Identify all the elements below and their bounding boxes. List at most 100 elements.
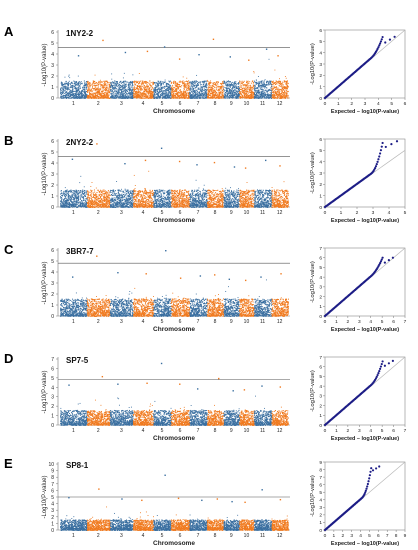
snp-point: [81, 97, 83, 99]
peak-point: [146, 50, 149, 53]
snp-point: [210, 93, 212, 95]
snp-point: [166, 82, 167, 84]
snp-point: [137, 86, 139, 88]
snp-point: [246, 83, 248, 85]
snp-point: [206, 95, 208, 97]
snp-point: [183, 87, 185, 89]
snp-point: [92, 81, 94, 83]
snp-point: [234, 95, 236, 97]
snp-point: [80, 96, 82, 98]
snp-point: [281, 97, 283, 99]
snp-point: [222, 88, 224, 90]
snp-point: [103, 90, 105, 92]
snp-point: [95, 92, 97, 94]
snp-point: [249, 91, 251, 93]
snp-point: [270, 83, 272, 85]
snp-point: [217, 81, 219, 83]
snp-point: [79, 93, 81, 95]
snp-point: [211, 92, 213, 94]
snp-point: [65, 88, 67, 90]
snp-point: [94, 95, 96, 97]
snp-point: [220, 90, 222, 92]
snp-point: [106, 87, 108, 89]
snp-point: [131, 81, 133, 83]
snp-point: [283, 96, 285, 98]
snp-point: [283, 92, 285, 94]
snp-point: [205, 93, 207, 95]
snp-point: [183, 94, 185, 96]
snp-point: [125, 85, 127, 87]
snp-point: [236, 92, 238, 94]
snp-point: [230, 93, 232, 95]
snp-point: [244, 93, 246, 95]
snp-point: [94, 85, 96, 87]
snp-point: [67, 86, 69, 88]
snp-point: [198, 91, 200, 93]
snp-point: [148, 90, 150, 92]
snp-point: [243, 91, 245, 93]
snp-point: [118, 91, 120, 93]
snp-point: [104, 88, 106, 90]
snp-point: [183, 84, 185, 86]
snp-point: [79, 92, 81, 94]
snp-point: [261, 94, 263, 96]
snp-point: [159, 82, 161, 84]
snp-point: [257, 97, 259, 99]
snp-point: [274, 94, 276, 96]
snp-point: [216, 86, 218, 88]
snp-point: [204, 97, 206, 99]
snp-point: [144, 95, 146, 97]
snp-point: [230, 95, 232, 97]
snp-point: [74, 94, 76, 96]
snp-point: [204, 85, 206, 87]
snp-point: [146, 84, 148, 86]
snp-point: [91, 97, 93, 99]
snp-point: [235, 97, 237, 99]
snp-point: [275, 92, 277, 94]
snp-point: [178, 95, 180, 97]
snp-point: [191, 90, 193, 92]
snp-point: [97, 86, 99, 88]
snp-point: [135, 80, 137, 82]
snp-point: [127, 95, 129, 97]
snp-point: [179, 95, 181, 97]
snp-point: [133, 86, 135, 88]
snp-point: [267, 90, 269, 92]
snp-point: [254, 97, 256, 99]
snp-point: [87, 85, 89, 87]
snp-point: [173, 91, 175, 93]
snp-point: [102, 98, 104, 99]
snp-point: [208, 97, 210, 99]
snp-point: [152, 81, 154, 83]
snp-point: [171, 88, 173, 90]
snp-point: [63, 90, 65, 92]
peak-point: [198, 54, 200, 56]
snp-point: [263, 82, 265, 84]
snp-point: [270, 94, 272, 96]
snp-point: [287, 96, 289, 98]
snp-point: [249, 94, 251, 96]
snp-point: [79, 96, 81, 98]
snp-point: [181, 97, 183, 99]
snp-point: [72, 92, 74, 94]
snp-point: [192, 95, 193, 97]
snp-point: [65, 84, 66, 86]
snp-point: [264, 96, 266, 98]
snp-point: [154, 91, 156, 93]
snp-point: [141, 84, 143, 86]
snp-point: [241, 91, 243, 93]
snp-point: [74, 93, 76, 95]
snp-point: [287, 85, 289, 87]
snp-point: [236, 86, 238, 88]
snp-point: [192, 97, 193, 99]
panel-letter: A: [4, 24, 14, 39]
snp-point: [170, 95, 172, 97]
snp-point: [241, 94, 243, 96]
snp-point: [220, 92, 222, 94]
snp-point: [114, 95, 116, 97]
snp-point: [75, 88, 77, 90]
snp-point: [254, 87, 256, 89]
snp-point: [264, 95, 266, 97]
snp-point: [95, 95, 97, 97]
snp-point: [218, 89, 220, 91]
